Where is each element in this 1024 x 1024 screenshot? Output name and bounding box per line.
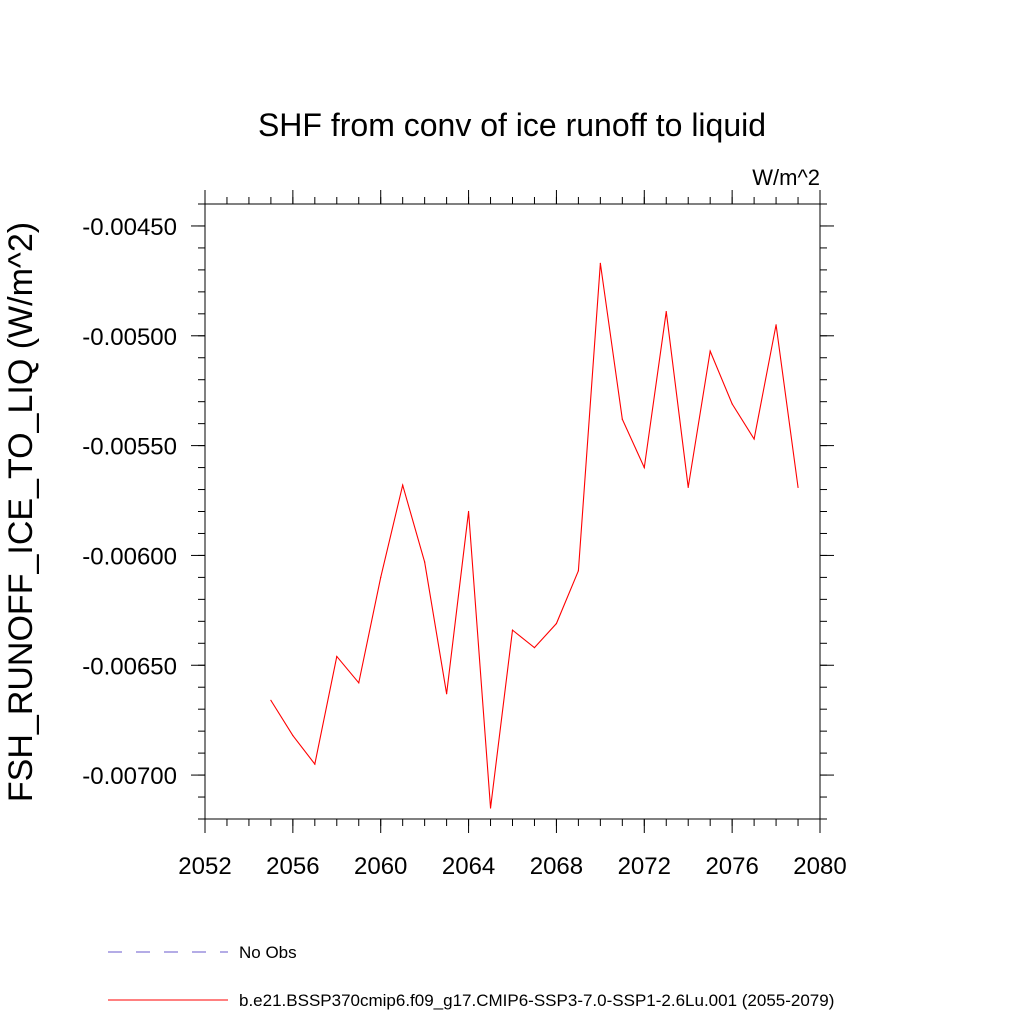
data-point bbox=[643, 466, 645, 469]
x-tick-label: 2060 bbox=[354, 853, 407, 880]
y-axis-label: FSH_RUNOFF_ICE_TO_LIQ (W/m^2) bbox=[2, 222, 40, 802]
data-point bbox=[292, 734, 294, 737]
chart-title: SHF from conv of ice runoff to liquid bbox=[258, 107, 766, 143]
units-label: W/m^2 bbox=[752, 165, 820, 190]
data-point bbox=[665, 311, 667, 313]
x-tick-label: 2072 bbox=[618, 853, 671, 880]
data-point bbox=[709, 350, 711, 352]
data-point bbox=[687, 486, 689, 488]
x-tick-label: 2068 bbox=[530, 853, 583, 880]
data-point bbox=[489, 807, 492, 809]
data-point bbox=[753, 438, 755, 440]
data-point bbox=[621, 418, 623, 420]
data-point bbox=[511, 629, 514, 631]
y-tick-label: -0.00500 bbox=[82, 324, 177, 351]
data-point bbox=[314, 763, 316, 765]
y-tick-label: -0.00700 bbox=[82, 763, 177, 790]
y-tick-label: -0.00450 bbox=[82, 214, 177, 241]
x-tick-label: 2080 bbox=[793, 853, 846, 880]
data-point bbox=[731, 403, 733, 405]
data-point bbox=[467, 510, 470, 513]
data-point bbox=[599, 262, 601, 264]
data-point bbox=[270, 699, 272, 701]
data-point bbox=[358, 682, 360, 684]
legend-label: No Obs bbox=[239, 943, 297, 962]
x-tick-label: 2064 bbox=[442, 853, 495, 880]
legend: No Obs b.e21.BSSP370cmip6.f09_g17.CMIP6-S… bbox=[108, 943, 834, 1010]
data-point bbox=[380, 576, 382, 578]
y-tick-label: -0.00550 bbox=[82, 434, 177, 461]
y-tick-labels: -0.00450 -0.00500 -0.00550 -0.00600 -0.00650… bbox=[82, 214, 177, 790]
data-point bbox=[402, 484, 404, 486]
data-point bbox=[555, 622, 558, 625]
data-point bbox=[797, 486, 799, 488]
data-point bbox=[424, 561, 426, 563]
series-line bbox=[270, 263, 799, 809]
y-tick-label: -0.00650 bbox=[82, 653, 177, 680]
axes bbox=[191, 190, 834, 833]
data-point bbox=[577, 570, 579, 572]
y-tick-label: -0.00600 bbox=[82, 543, 177, 570]
data-point bbox=[775, 324, 777, 326]
x-tick-label: 2076 bbox=[705, 853, 758, 880]
x-tick-labels: 2052 2056 2060 2064 2068 2072 2076 2080 bbox=[178, 853, 846, 880]
data-point bbox=[446, 693, 448, 695]
plot-frame bbox=[204, 203, 821, 820]
series-lines bbox=[270, 263, 799, 809]
x-tick-label: 2052 bbox=[178, 853, 231, 880]
data-point bbox=[336, 655, 338, 658]
data-point bbox=[533, 647, 536, 649]
x-tick-label: 2056 bbox=[266, 853, 319, 880]
data-points bbox=[270, 262, 799, 809]
legend-label: b.e21.BSSP370cmip6.f09_g17.CMIP6-SSP3-7.… bbox=[239, 991, 834, 1010]
